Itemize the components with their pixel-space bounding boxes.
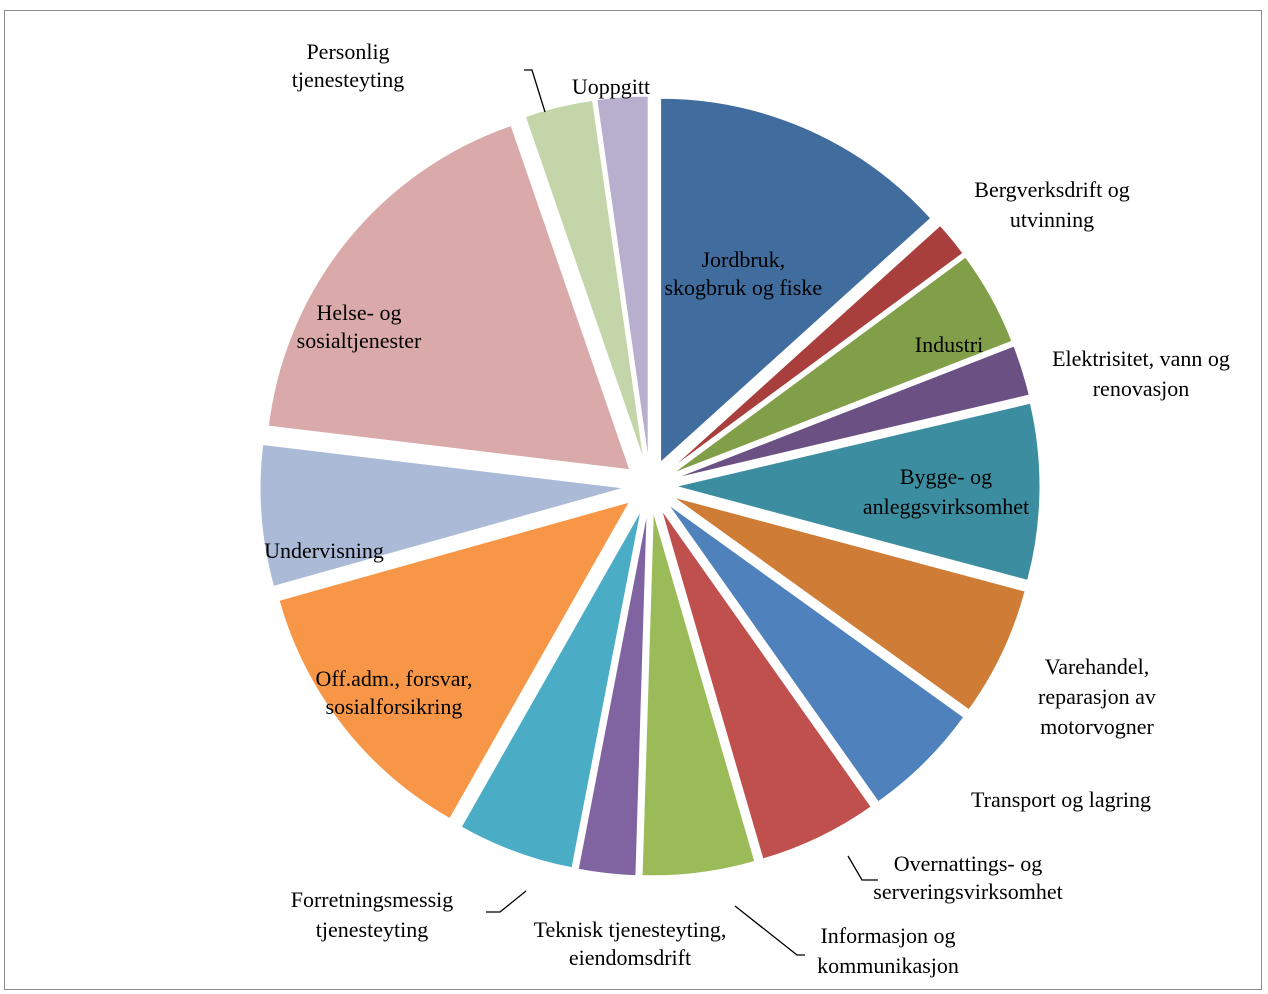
slice-label-line: eiendomsdrift — [569, 945, 691, 970]
slice-label-line: Undervisning — [264, 538, 384, 563]
pie-slice-2 — [669, 224, 964, 470]
slice-label-12: Off.adm., forsvar, sosialforsikring — [316, 666, 473, 719]
pie-slice-12 — [278, 501, 631, 820]
pie-slice-8 — [660, 509, 872, 860]
slice-label-1: Jordbruk, skogbruk og fiske — [664, 247, 822, 300]
pie-slice-16 — [596, 95, 649, 461]
slice-label-line: Jordbruk, — [701, 247, 785, 272]
slice-label-10: Teknisk tjenesteyting, eiendomsdrift — [534, 917, 727, 970]
slice-label-line: Industri — [915, 332, 983, 357]
pie-slice-11 — [460, 510, 642, 869]
pie-slice-13 — [259, 443, 625, 587]
slice-label-11: Forretningsmessig tjenesteyting — [291, 887, 454, 942]
pie-slice-7 — [667, 504, 965, 803]
pie-slice-6 — [673, 496, 1026, 711]
slice-label-16: Uoppgitt — [572, 74, 650, 99]
slice-label-9: Informasjon og kommunikasjon — [817, 923, 959, 978]
pie-slice-14 — [267, 124, 631, 471]
slice-label-6: Varehandel, reparasjon av motorvogner — [1038, 654, 1156, 739]
slice-label-line: tjenesteyting — [292, 67, 404, 92]
slice-label-line: Bergverksdrift og — [974, 177, 1129, 202]
leader-line-16 — [524, 69, 546, 113]
slice-label-line: Elektrisitet, vann og — [1052, 346, 1230, 371]
slice-label-line: Off.adm., forsvar, — [316, 666, 473, 691]
pie-slice-5 — [675, 402, 1041, 582]
slice-label-7: Transport og lagring — [971, 787, 1151, 812]
slice-label-line: sosialtjenester — [297, 328, 422, 353]
slice-label-line: Helse- og — [317, 300, 402, 325]
slice-label-line: skogbruk og fiske — [664, 275, 822, 300]
leader-line-8 — [847, 855, 878, 881]
slice-label-line: Forretningsmessig — [291, 887, 454, 912]
slice-label-line: Uoppgitt — [572, 74, 650, 99]
slice-label-line: Teknisk tjenesteyting, — [534, 917, 727, 942]
slice-label-line: Varehandel, — [1045, 654, 1149, 679]
leader-line-11 — [486, 890, 527, 913]
slice-label-line: motorvogner — [1040, 714, 1154, 739]
slice-label-13: Undervisning — [264, 538, 384, 563]
pie-slice-10 — [577, 511, 648, 877]
slice-label-line: Overnattings- og — [894, 851, 1042, 876]
slice-label-line: Bygge- og — [900, 464, 992, 489]
pie-slice-15 — [524, 99, 645, 461]
slice-label-line: kommunikasjon — [817, 953, 959, 978]
slice-label-line: reparasjon av — [1038, 684, 1156, 709]
slice-label-5: Bygge- og anleggsvirksomhet — [863, 464, 1029, 519]
slice-label-line: sosialforsikring — [326, 694, 463, 719]
slice-label-2: Bergverksdrift og utvinning — [974, 177, 1129, 232]
slice-label-3: Industri — [915, 332, 983, 357]
slice-label-14: Helse- og sosialtjenester — [297, 300, 422, 353]
slice-label-line: anleggsvirksomhet — [863, 494, 1029, 519]
slice-label-4: Elektrisitet, vann og renovasjon — [1052, 346, 1230, 401]
pie-slice-9 — [641, 511, 756, 877]
slice-label-8: Overnattings- og serveringsvirksomhet — [873, 851, 1062, 904]
pie-slice-3 — [672, 256, 1013, 474]
slice-label-line: Transport og lagring — [971, 787, 1151, 812]
leader-line-9 — [734, 905, 805, 956]
slice-label-line: tjenesteyting — [316, 917, 428, 942]
slice-label-line: Personlig — [306, 39, 389, 64]
slice-label-line: utvinning — [1010, 207, 1094, 232]
slice-label-line: Informasjon og — [820, 923, 955, 948]
slice-label-line: serveringsvirksomhet — [873, 879, 1062, 904]
pie-slice-4 — [674, 345, 1030, 479]
slice-label-line: renovasjon — [1093, 376, 1190, 401]
slice-label-15: Personlig tjenesteyting — [292, 39, 404, 92]
pie-slice-1 — [660, 97, 932, 464]
